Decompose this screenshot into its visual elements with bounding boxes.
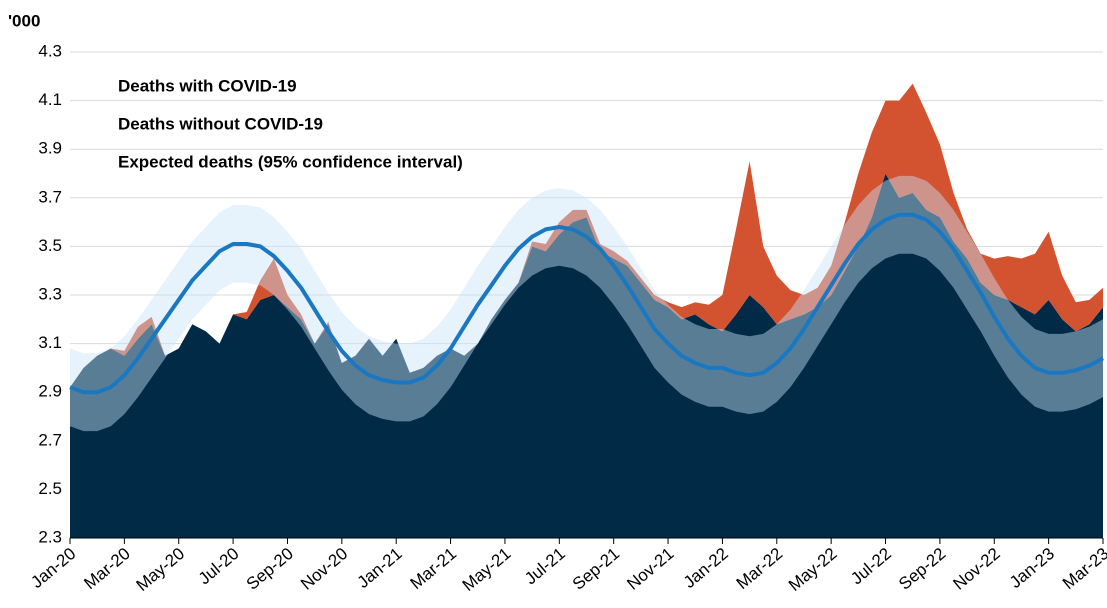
y-tick-label: 2.7 <box>38 430 62 449</box>
legend-entry: Expected deaths (95% confidence interval… <box>118 152 463 171</box>
x-tick-label: Jul-21 <box>521 544 569 588</box>
y-tick-label: 4.1 <box>38 90 62 109</box>
x-tick-label: Sep-22 <box>895 544 949 594</box>
x-tick-label: May-22 <box>785 544 841 595</box>
x-tick-label: Sep-21 <box>569 544 623 594</box>
y-tick-label: 2.3 <box>38 527 62 546</box>
y-tick-label: 3.9 <box>38 139 62 158</box>
x-tick-label: Nov-21 <box>623 544 677 594</box>
x-tick-label: Jan-22 <box>680 544 732 592</box>
expected-line <box>69 212 1104 395</box>
legend-entry: Deaths without COVID-19 <box>118 114 323 133</box>
x-tick-label: Jul-20 <box>195 544 243 588</box>
y-tick-label: 2.5 <box>38 479 62 498</box>
x-tick-label: May-20 <box>133 544 189 595</box>
x-tick-label: Jul-22 <box>847 544 895 588</box>
x-tick-label: Nov-22 <box>950 544 1004 594</box>
x-tick-label: Jan-23 <box>1006 544 1058 592</box>
y-tick-label: 2.9 <box>38 382 62 401</box>
legend-entry: Deaths with COVID-19 <box>118 76 297 95</box>
y-tick-label: 3.3 <box>38 284 62 303</box>
y-tick-label: 3.5 <box>38 236 62 255</box>
x-tick-label: Mar-20 <box>80 544 133 593</box>
y-axis-label: '000 <box>8 11 40 30</box>
x-tick-label: Nov-20 <box>297 544 351 594</box>
x-tick-label: May-21 <box>459 544 515 595</box>
y-tick-label: 4.3 <box>38 41 62 60</box>
x-tick-label: Jan-20 <box>27 544 79 592</box>
x-tick-label: Jan-21 <box>354 544 406 592</box>
y-tick-label: 3.1 <box>38 333 62 352</box>
x-tick-label: Sep-20 <box>243 544 297 594</box>
x-tick-label: Mar-22 <box>733 544 786 593</box>
area-without-covid <box>70 173 1103 538</box>
x-tick-label: Mar-23 <box>1059 544 1107 593</box>
x-tick-label: Mar-21 <box>407 544 460 593</box>
confidence-band <box>70 175 1103 432</box>
y-tick-label: 3.7 <box>38 187 62 206</box>
